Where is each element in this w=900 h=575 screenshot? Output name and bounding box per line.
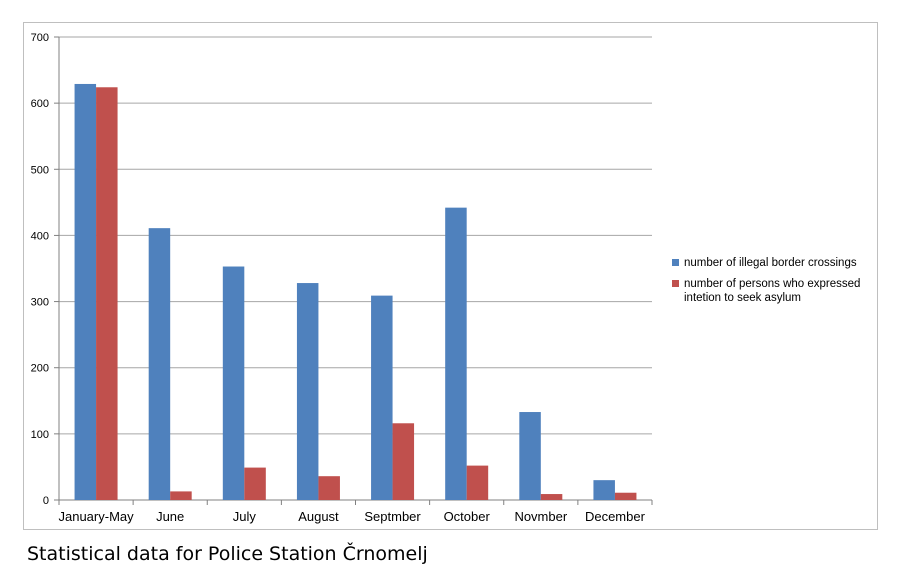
x-category-label: October bbox=[444, 509, 491, 524]
y-tick-label: 400 bbox=[31, 230, 49, 242]
bar-series1-7 bbox=[593, 480, 615, 500]
legend-swatch-2 bbox=[672, 280, 679, 287]
y-tick-label: 100 bbox=[31, 429, 49, 441]
y-tick-label: 600 bbox=[31, 98, 49, 110]
bar-series2-1 bbox=[170, 491, 192, 500]
bar-series2-6 bbox=[540, 494, 563, 500]
legend-label-2: number of persons who expressed bbox=[684, 278, 860, 290]
x-category-label: August bbox=[298, 509, 339, 524]
gridlines bbox=[59, 36, 652, 435]
y-tick-label: 0 bbox=[43, 495, 49, 507]
legend-label-2: intetion to seek asylum bbox=[684, 292, 801, 304]
y-tick-label: 700 bbox=[31, 32, 49, 44]
legend-swatch-1 bbox=[672, 259, 679, 266]
bar-series2-5 bbox=[466, 465, 489, 500]
axes bbox=[54, 36, 653, 505]
bar-series1-5 bbox=[445, 207, 467, 501]
bar-series2-0 bbox=[96, 87, 118, 501]
x-category-label: December bbox=[585, 509, 646, 524]
axis-labels: 0 100 200 300 400 500 600 700 January-May June Jul… bbox=[31, 32, 646, 524]
legend-label-1: number of illegal border crossings bbox=[684, 257, 857, 269]
bar-series1-0 bbox=[74, 83, 97, 500]
bar-series2-7 bbox=[614, 492, 637, 500]
x-category-label: July bbox=[233, 509, 257, 524]
bar-series2-4 bbox=[392, 423, 415, 500]
x-category-label: January-May bbox=[58, 509, 134, 524]
bar-series1-2 bbox=[222, 266, 245, 500]
x-category-label: Septmber bbox=[364, 509, 421, 524]
bar-series1-3 bbox=[296, 283, 319, 500]
y-tick-label: 300 bbox=[31, 297, 49, 309]
bar-series2-2 bbox=[244, 467, 266, 500]
x-category-label: Novmber bbox=[514, 509, 567, 524]
y-tick-label: 200 bbox=[31, 363, 49, 375]
x-category-label: June bbox=[156, 509, 184, 524]
bar-series2-3 bbox=[318, 476, 340, 500]
chart-frame bbox=[23, 22, 878, 530]
bar-series1-4 bbox=[371, 295, 393, 500]
chart-caption: Statistical data for Police Station Črno… bbox=[27, 543, 428, 565]
bar-series1-1 bbox=[148, 228, 171, 500]
legend: number of illegal border crossings number… bbox=[672, 257, 860, 304]
y-tick-label: 500 bbox=[31, 164, 49, 176]
bar-series1-6 bbox=[519, 412, 541, 500]
bars bbox=[74, 83, 637, 501]
